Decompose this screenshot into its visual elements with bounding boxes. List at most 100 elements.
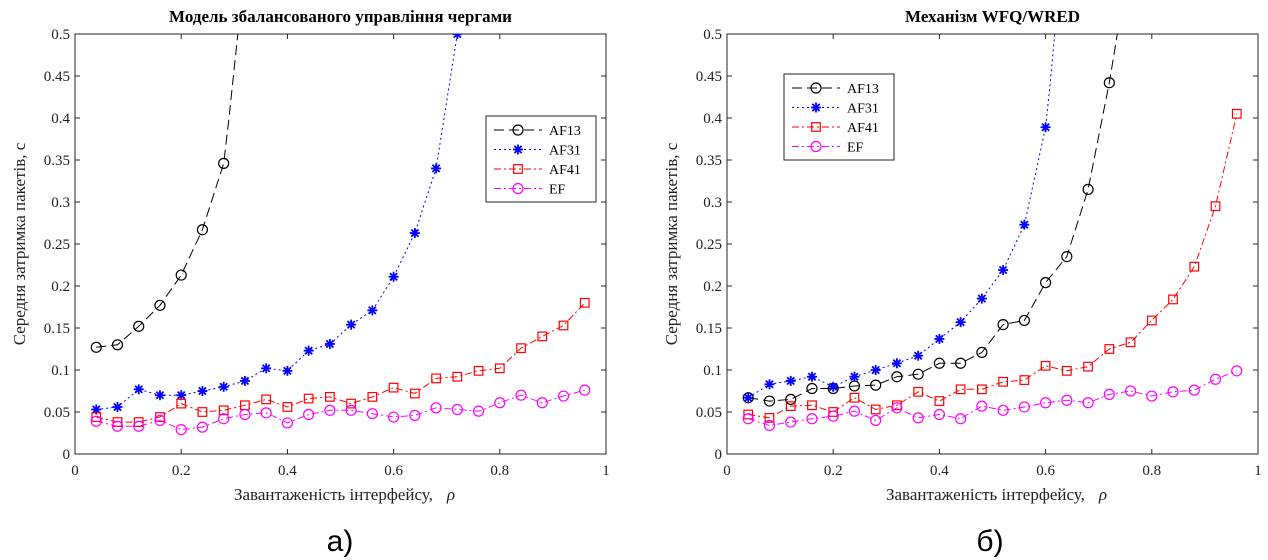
data-point [764,379,775,390]
data-point [1061,365,1072,376]
data-point [785,416,797,428]
legend-label: AF41 [847,121,879,136]
data-point [451,403,463,416]
data-point [806,413,818,425]
data-point [431,373,441,384]
data-point [176,398,187,409]
panel-caption: б) [976,525,1003,558]
data-point [176,390,187,401]
legend-marker [811,122,821,132]
data-point [324,338,335,349]
data-point [197,386,208,396]
data-point [218,157,230,169]
legend-marker [513,164,523,174]
data-point [260,407,272,419]
data-point [1082,183,1094,195]
y-tick-label: 0.05 [44,405,70,421]
data-point [1018,401,1030,413]
data-point [303,393,314,404]
data-point [976,346,988,358]
data-point [261,363,272,374]
chart-title: Механізм WFQ/WRED [905,7,1080,26]
series-line-af41 [748,113,1238,419]
y-tick-label: 0.4 [51,111,70,127]
data-point [934,333,945,344]
y-tick-label: 0.5 [51,27,70,43]
legend-marker [811,102,821,113]
data-point [955,357,967,369]
data-point [1104,344,1115,354]
legend-label: AF31 [847,102,879,117]
data-point [785,375,796,386]
x-axis-label: Завантаженість інтерфейсу, ρ [234,485,455,504]
data-point [912,368,924,380]
data-point [90,415,102,427]
y-tick-label: 0.25 [696,237,722,253]
data-point [133,384,144,395]
y-tick-label: 0.2 [51,279,70,295]
x-tick-label: 0.8 [1142,463,1161,479]
data-point [955,413,967,425]
data-point [1188,384,1200,396]
data-point [388,271,399,282]
data-point [346,319,357,330]
data-point [196,224,209,236]
series-af31 [743,34,1056,403]
data-point [763,395,776,407]
data-point [870,404,881,415]
data-point [763,419,776,432]
data-point [515,389,527,401]
data-point [934,396,945,406]
data-point [976,400,988,412]
data-point [261,394,272,405]
series-line-af31 [96,34,458,410]
series-line-af41 [96,302,586,423]
data-point [1125,337,1136,348]
data-point [785,393,797,405]
x-tick-label: 0.6 [384,463,403,479]
data-point [557,390,570,402]
data-point [154,390,165,401]
series-line-ef [748,370,1237,426]
data-point [1019,219,1030,230]
data-point [303,408,315,421]
data-point [537,331,548,342]
data-point [1146,390,1158,402]
legend-marker [512,124,524,136]
data-point [218,413,230,425]
data-point [1039,277,1052,289]
data-point [494,363,505,374]
data-point [367,391,378,402]
data-point [806,371,817,382]
x-tick-label: 0.4 [930,463,949,479]
data-point [1231,365,1243,377]
data-point [1061,394,1073,406]
legend-label: AF13 [847,82,879,97]
data-point [870,365,881,375]
y-tick-label: 0.15 [44,321,70,337]
data-point [998,265,1009,276]
data-point [345,404,357,416]
data-point [870,414,882,426]
data-point [806,382,818,395]
y-tick-label: 0.35 [44,153,70,169]
y-tick-label: 0.1 [703,363,722,379]
data-point [346,398,357,409]
data-point [112,401,123,412]
data-point [430,402,442,414]
x-tick-label: 0 [723,463,731,479]
data-point [218,405,229,416]
data-point [1167,386,1179,398]
data-point [1168,294,1178,305]
x-axis-label: Завантаженість інтерфейсу, ρ [886,485,1107,504]
data-point [1209,373,1222,385]
y-tick-label: 0 [63,447,71,463]
data-point [133,320,145,332]
data-point [1189,261,1200,272]
data-point [1124,385,1137,397]
y-tick-label: 0.05 [696,405,722,421]
legend-label: EF [549,183,566,198]
legend: AF13 AF31 AF41 EF [783,73,895,161]
data-point [324,404,336,416]
data-point [998,376,1009,387]
